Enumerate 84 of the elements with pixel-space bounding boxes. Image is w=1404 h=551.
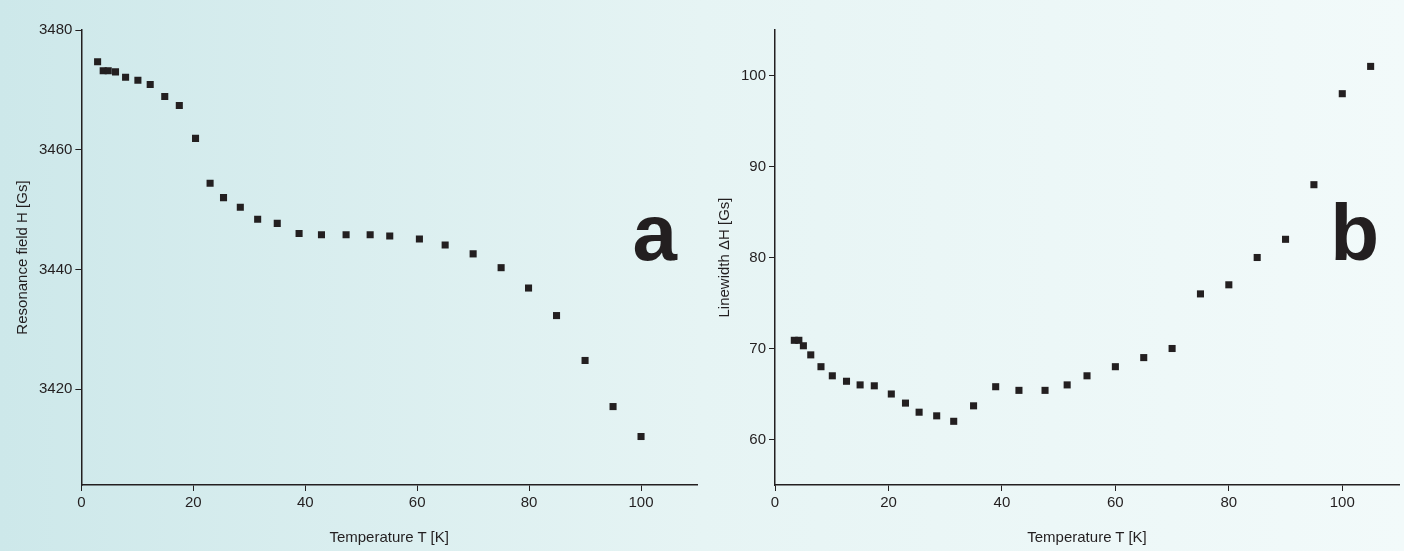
point	[1367, 62, 1375, 70]
point	[134, 76, 142, 84]
point	[637, 432, 645, 441]
y-tick-label: 80	[749, 247, 767, 265]
y-tick-label: 3480	[38, 20, 73, 38]
point	[342, 231, 350, 239]
point	[1168, 344, 1176, 353]
point	[870, 382, 878, 390]
point	[273, 219, 281, 227]
point	[236, 203, 244, 211]
point	[807, 351, 815, 359]
point	[1310, 181, 1318, 189]
point	[970, 402, 978, 410]
point	[469, 250, 477, 258]
point	[1063, 381, 1071, 389]
point	[111, 68, 120, 76]
x-axis-title: Temperature T [K]	[1027, 528, 1147, 546]
x-tick-label: 0	[770, 493, 780, 511]
point	[415, 235, 423, 243]
point	[817, 363, 825, 371]
point	[192, 134, 200, 142]
y-tick-label: 90	[749, 156, 767, 174]
point	[161, 92, 169, 100]
point	[950, 417, 958, 425]
x-tick-label: 20	[880, 493, 897, 511]
x-tick-label: 100	[628, 493, 654, 511]
x-tick-label: 80	[1220, 493, 1238, 511]
point	[887, 390, 895, 398]
point	[1225, 281, 1233, 289]
y-tick-label: 3440	[38, 259, 73, 277]
point	[175, 101, 183, 109]
point	[497, 264, 505, 272]
point	[1282, 235, 1290, 243]
point	[94, 58, 102, 66]
point	[842, 377, 851, 385]
point	[254, 215, 262, 223]
point	[1196, 290, 1204, 298]
x-tick-label: 80	[520, 493, 538, 511]
x-axis-title: Temperature T [K]	[329, 528, 449, 546]
x-tick-label: 0	[77, 493, 86, 511]
point	[1083, 372, 1091, 380]
point	[1140, 354, 1148, 362]
y-axis-title: Resonance field H [Gs]	[13, 180, 31, 335]
y-tick-label: 60	[749, 429, 767, 447]
point	[104, 67, 112, 75]
x-tick-label: 20	[184, 493, 202, 511]
point	[933, 412, 941, 420]
point	[206, 179, 214, 187]
point	[1338, 90, 1346, 98]
point	[317, 231, 325, 239]
point	[386, 232, 394, 240]
point	[366, 231, 374, 239]
y-axis-title: Linewidth ΔH [Gs]	[715, 197, 733, 318]
point	[901, 399, 910, 407]
point	[1015, 386, 1023, 394]
point	[915, 408, 923, 416]
annotation: b	[1330, 188, 1379, 277]
point	[525, 284, 533, 292]
x-tick-label: 40	[296, 493, 314, 511]
point	[219, 194, 228, 202]
point	[1111, 363, 1119, 371]
point	[992, 383, 1000, 391]
point	[828, 372, 836, 380]
point	[581, 356, 589, 365]
point	[552, 312, 561, 320]
point	[146, 80, 154, 89]
x-tick-label: 40	[993, 493, 1011, 511]
annotation: a	[632, 188, 678, 277]
point	[795, 336, 803, 344]
point	[1253, 253, 1261, 262]
y-tick-label: 3460	[38, 139, 73, 157]
point	[441, 241, 449, 249]
y-tick-label: 70	[749, 338, 767, 356]
point	[799, 342, 807, 350]
y-tick-label: 100	[741, 65, 767, 83]
x-tick-label: 60	[1107, 493, 1124, 511]
point	[295, 230, 303, 238]
x-tick-label: 60	[408, 493, 426, 511]
point	[122, 73, 130, 81]
x-tick-label: 100	[1329, 493, 1355, 511]
point	[1041, 386, 1049, 394]
point	[856, 381, 864, 389]
y-tick-label: 3420	[38, 379, 73, 397]
point	[609, 403, 617, 411]
